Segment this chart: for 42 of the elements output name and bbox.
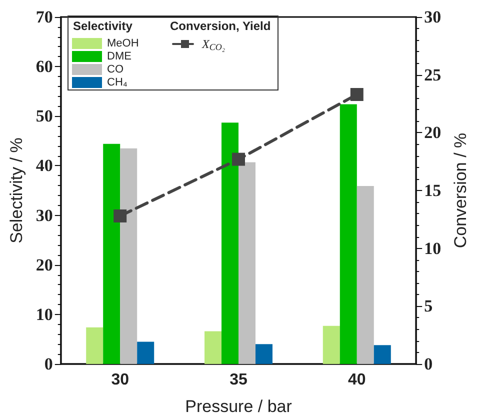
y2-tick-label: 30 — [424, 8, 442, 26]
y2-tick-label: 10 — [424, 238, 442, 258]
x-tick-label: 35 — [230, 372, 248, 388]
bar — [374, 345, 391, 364]
y2-tick-label: 0 — [424, 354, 433, 374]
point — [114, 209, 127, 222]
y2-tick-label: 15 — [424, 181, 442, 200]
y2-axis-title: Conversion / % — [451, 132, 470, 248]
legend-label: MeOH — [107, 38, 139, 50]
bar — [222, 122, 238, 364]
y-tick-label: 60 — [36, 57, 53, 76]
bar — [137, 342, 154, 364]
y-tick-label: 30 — [36, 206, 53, 225]
y2-tick-label: 5 — [424, 296, 433, 316]
y-tick-label: 50 — [36, 106, 53, 126]
y-axis-title: Selectivity / % — [7, 138, 26, 244]
bar — [322, 326, 340, 364]
y2-tick-label: 20 — [424, 123, 442, 142]
annotation: Conversion, Yield — [170, 19, 271, 33]
bar — [238, 162, 256, 364]
x-tick-label: 40 — [348, 372, 366, 388]
bar — [86, 327, 104, 364]
bar — [120, 148, 138, 364]
bar — [356, 186, 374, 364]
legend-label: DME — [107, 50, 132, 62]
bar — [256, 344, 272, 364]
point — [350, 88, 364, 101]
y-tick-label: 40 — [36, 156, 53, 176]
y2-tick-label: 25 — [424, 65, 442, 84]
x-axis-title: Pressure / bar — [185, 397, 292, 416]
y-tick-label: 70 — [36, 8, 53, 26]
y-tick-label: 20 — [36, 255, 53, 274]
point — [232, 152, 245, 166]
bar — [340, 104, 357, 364]
y-tick-label: 0 — [44, 354, 53, 374]
bar — [103, 144, 120, 364]
legend-label: CH₄ — [107, 76, 128, 88]
legend-title: Selectivity — [73, 19, 133, 33]
legend-label: CO — [107, 64, 124, 76]
x-tick-label: 30 — [111, 372, 130, 388]
bar — [204, 331, 222, 364]
y-tick-label: 10 — [36, 304, 53, 324]
